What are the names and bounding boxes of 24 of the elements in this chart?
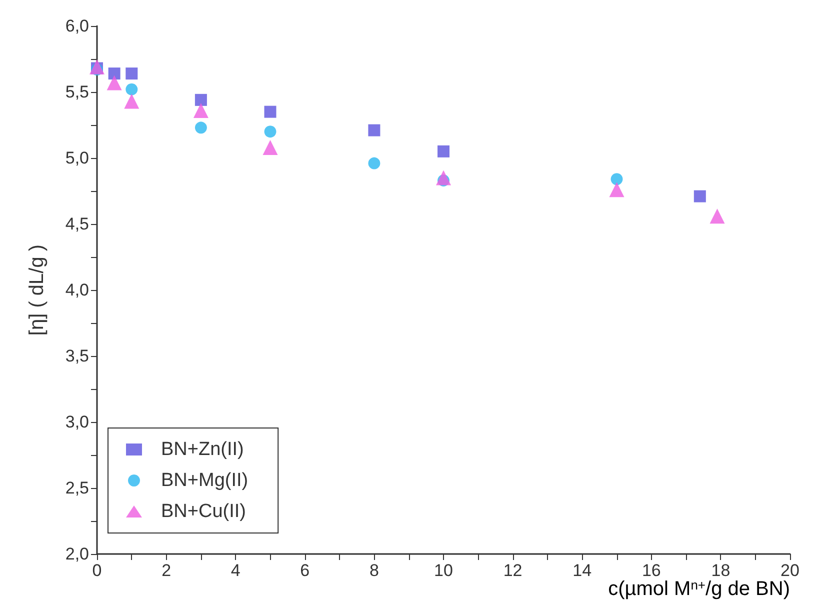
x-tick-label: 14 [572,561,592,580]
y-tick-label: 3,5 [65,346,89,366]
x-tick-label: 8 [369,561,379,580]
legend-label: BN+Zn(II) [161,439,244,460]
x-tick-label: 12 [503,561,522,580]
x-tick-label: 4 [230,561,240,580]
y-tick-label: 2,5 [65,478,89,498]
x-tick-label: 6 [300,561,310,580]
legend-label: BN+Cu(II) [161,501,246,522]
x-tick-label: 10 [434,561,453,580]
y-tick-label: 4,5 [65,214,89,234]
x-tick-label: 20 [780,561,800,580]
x-tick-label: 0 [92,561,102,580]
y-tick-label: 3,0 [65,412,89,432]
x-tick-label: 2 [162,561,172,580]
legend-label: BN+Mg(II) [161,470,248,491]
y-tick-label: 5,0 [65,148,89,168]
y-axis-title: [η] ( dL/g ) [26,244,48,336]
x-tick-label: 16 [642,561,661,580]
y-tick-label: 5,5 [65,82,89,102]
y-tick-label: 4,0 [65,280,89,300]
y-tick-label: 6,0 [65,16,89,36]
y-tick-label: 2,0 [65,544,89,564]
x-tick-label: 18 [711,561,730,580]
